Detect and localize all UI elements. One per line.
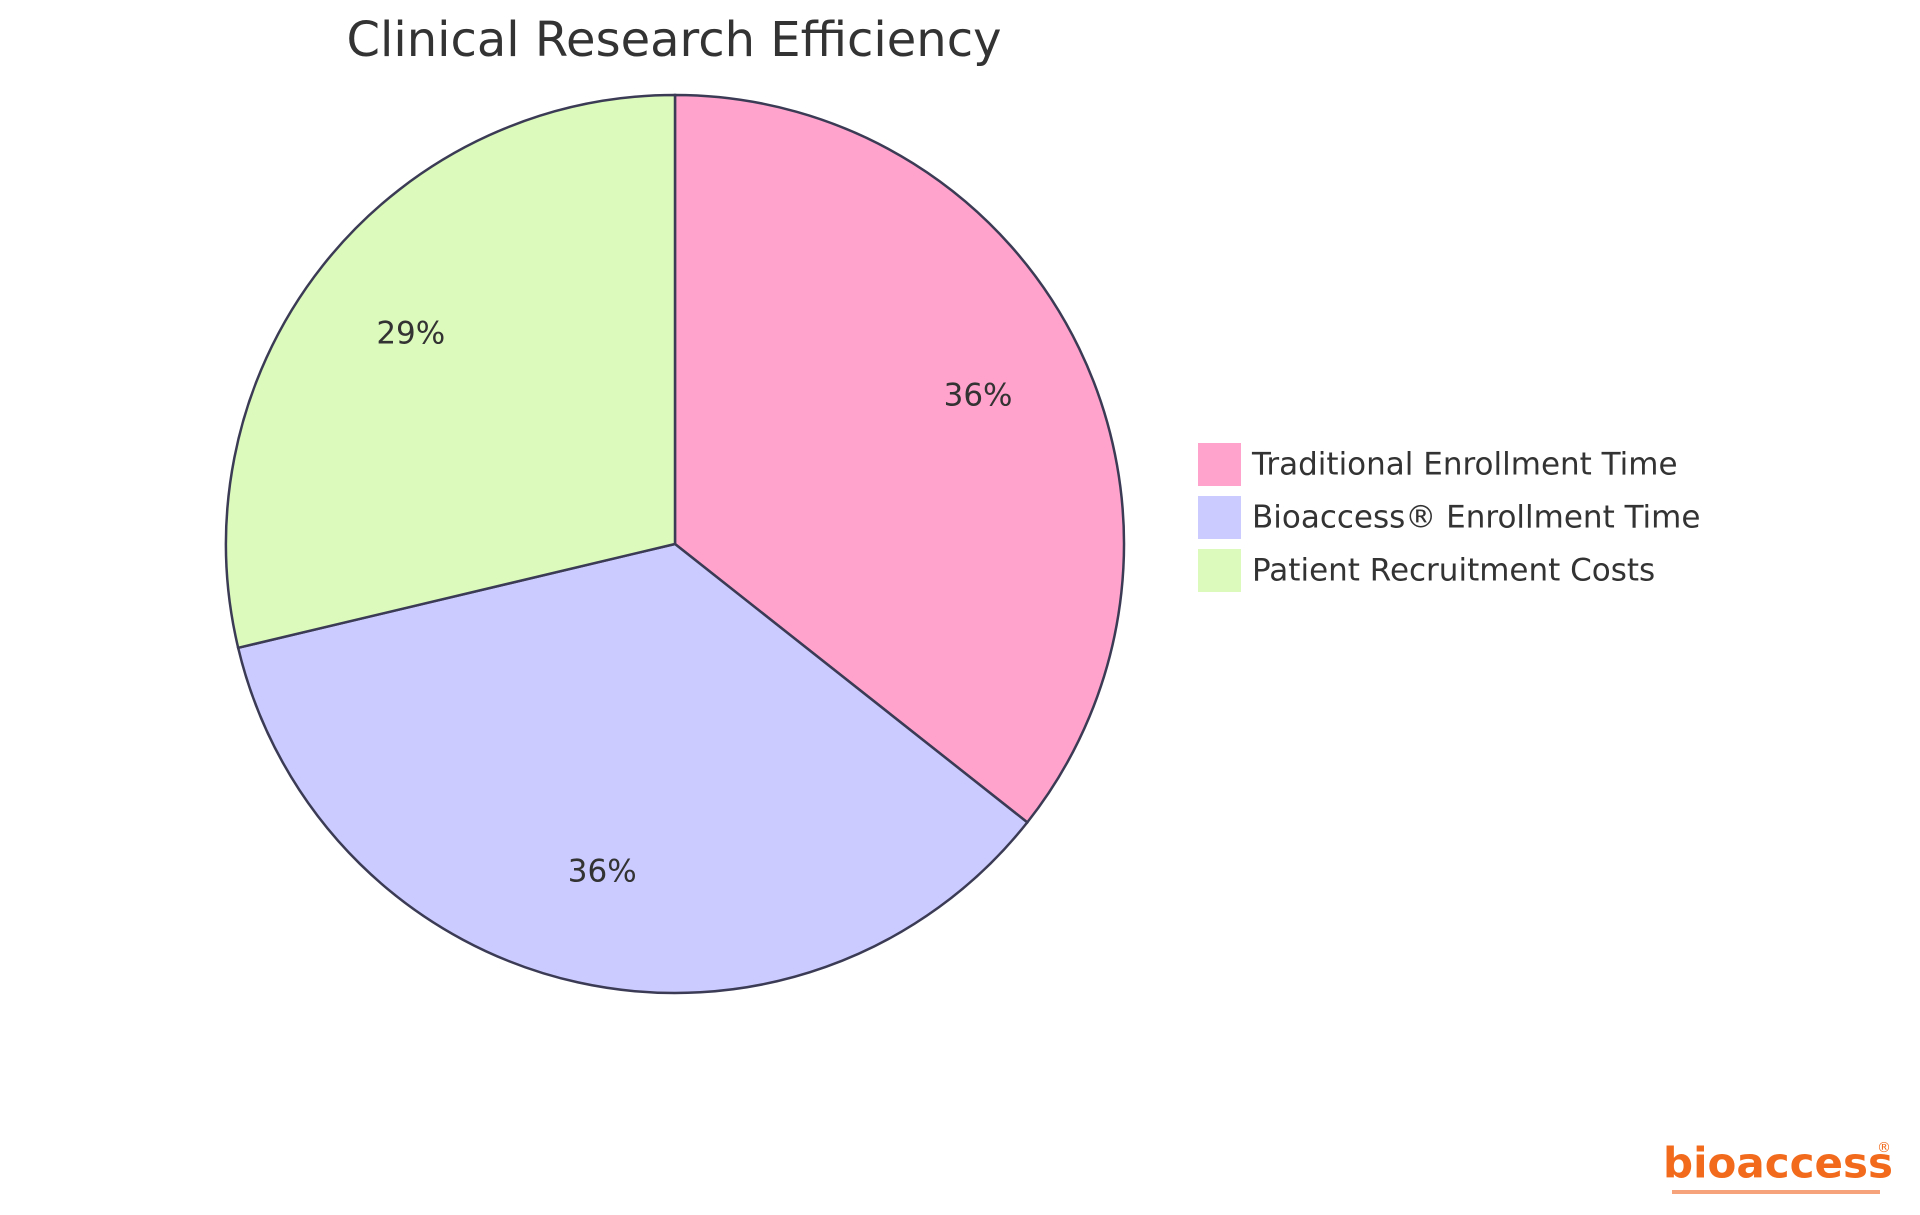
legend-swatch bbox=[1196, 494, 1243, 541]
slice-label: 36% bbox=[944, 378, 1013, 414]
legend-swatch bbox=[1196, 547, 1243, 594]
pie-slice bbox=[224, 93, 677, 650]
slice-label: 36% bbox=[568, 853, 637, 889]
chart-title: Clinical Research Efficiency bbox=[347, 12, 1002, 68]
logo-tagline bbox=[1672, 1190, 1880, 1194]
legend-label: Bioaccess® Enrollment Time bbox=[1252, 500, 1700, 536]
pie-slice bbox=[673, 93, 1126, 825]
legend-label: Patient Recruitment Costs bbox=[1252, 553, 1655, 589]
logo-mark: ® bbox=[1877, 1140, 1891, 1156]
logo: bioaccess bbox=[1663, 1139, 1893, 1188]
pie-slice bbox=[236, 542, 1030, 995]
slice-label: 29% bbox=[376, 316, 445, 352]
legend-swatch bbox=[1196, 441, 1243, 488]
legend-label: Traditional Enrollment Time bbox=[1251, 447, 1678, 483]
